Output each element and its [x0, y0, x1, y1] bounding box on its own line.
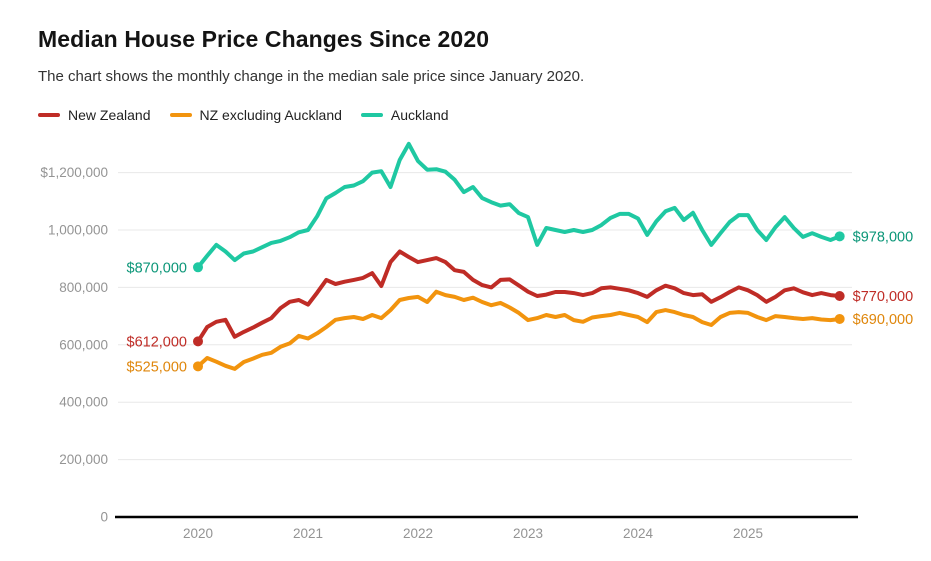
legend-swatch: [360, 113, 383, 117]
x-axis-tick-label: 2023: [513, 526, 543, 541]
series-start-value-label-nz-excluding-auckland: $525,000: [127, 359, 187, 375]
x-axis-tick-label: 2021: [293, 526, 323, 541]
x-axis-tick-label: 2024: [623, 526, 654, 541]
legend-swatch: [38, 113, 60, 117]
series-line-auckland: [196, 141, 842, 270]
y-axis-tick-label: 600,000: [59, 337, 108, 352]
series-line-new-zealand: [196, 249, 842, 344]
chart-subtitle: The chart shows the monthly change in th…: [38, 68, 585, 85]
series-end-value-label-new-zealand: $770,000: [853, 289, 913, 305]
y-axis-tick-label: 0: [100, 510, 108, 525]
legend: New Zealand NZ excluding Auckland Auckla…: [38, 107, 449, 123]
y-axis-tick-label: 800,000: [59, 280, 108, 295]
series-start-value-label-new-zealand: $612,000: [127, 334, 187, 350]
series-end-value-label-auckland: $978,000: [853, 229, 913, 245]
series-line-nz-excluding-auckland: [196, 289, 842, 371]
series-start-dot-new-zealand: [193, 336, 203, 347]
y-axis-tick-label: 1,000,000: [48, 223, 108, 238]
legend-label: New Zealand: [68, 107, 151, 123]
legend-swatch: [169, 113, 192, 117]
x-axis-tick-label: 2022: [403, 526, 433, 541]
series-end-dot-new-zealand: [834, 291, 845, 302]
legend-item-auckland: Auckland: [360, 107, 449, 123]
x-axis-tick-label: 2020: [183, 526, 213, 541]
y-axis-tick-label: 200,000: [59, 452, 108, 467]
series-end-dot-auckland: [834, 231, 845, 242]
series-start-dot-nz-excluding-auckland: [193, 361, 203, 372]
legend-label: Auckland: [390, 107, 449, 123]
y-axis-tick-label: $1,200,000: [40, 165, 108, 180]
legend-label: NZ excluding Auckland: [199, 107, 342, 123]
page-title: Median House Price Changes Since 2020: [38, 26, 490, 52]
x-axis-tick-label: 2025: [733, 526, 763, 541]
legend-item-nz-excluding-auckland: NZ excluding Auckland: [169, 107, 342, 123]
series-start-value-label-auckland: $870,000: [127, 260, 187, 276]
series-end-dot-nz-excluding-auckland: [834, 313, 845, 324]
series-end-value-label-nz-excluding-auckland: $690,000: [853, 312, 913, 328]
series-start-dot-auckland: [193, 262, 203, 273]
legend-item-new-zealand: New Zealand: [38, 107, 151, 123]
y-axis-tick-label: 400,000: [59, 395, 108, 410]
